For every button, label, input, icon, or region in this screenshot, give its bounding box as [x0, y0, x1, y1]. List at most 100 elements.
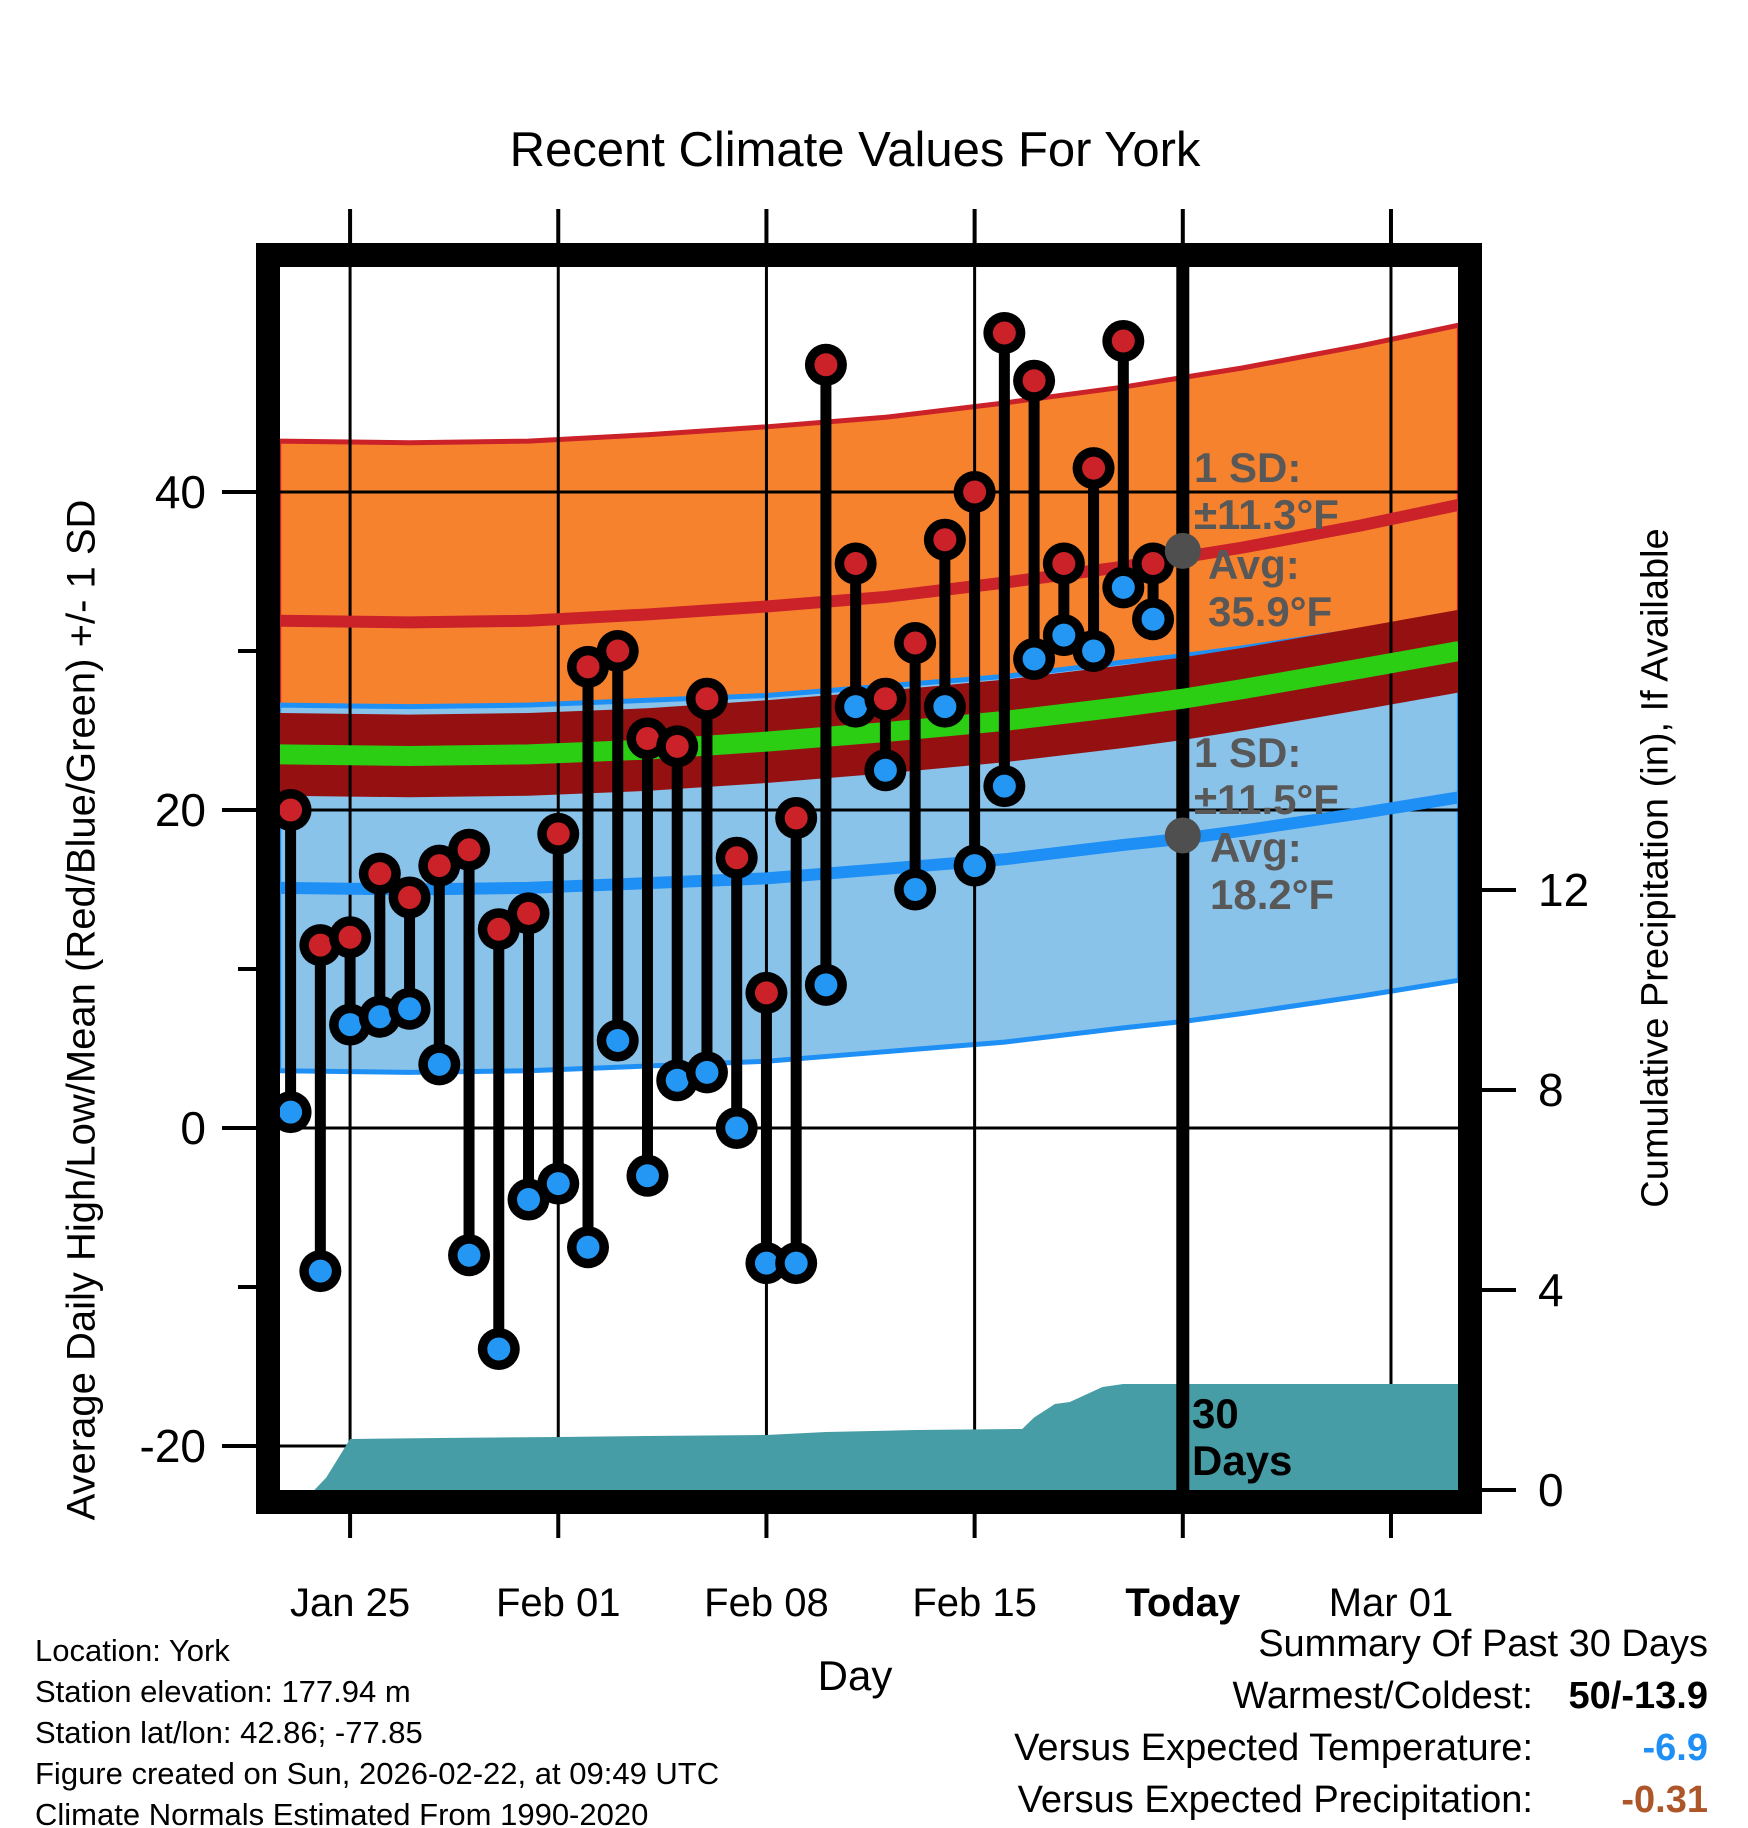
- high-dot: [576, 655, 600, 679]
- low-dot: [546, 1172, 570, 1196]
- low-dot: [398, 997, 422, 1021]
- y-left-tick-label: 20: [155, 784, 206, 836]
- high-dot: [1141, 552, 1165, 576]
- avg-low-marker: [1164, 817, 1201, 854]
- annotation-high-avg-value: 35.9°F: [1208, 588, 1333, 635]
- low-dot: [963, 854, 987, 878]
- low-dot: [784, 1251, 808, 1275]
- low-dot: [992, 774, 1016, 798]
- y-left-tick-label: -20: [140, 1420, 206, 1472]
- annotation-30-days: 30 Days: [1192, 1390, 1292, 1484]
- high-dot: [933, 528, 957, 552]
- y-right-tick-label: 12: [1538, 864, 1589, 916]
- low-dot: [457, 1243, 481, 1267]
- low-dot: [695, 1060, 719, 1084]
- low-dot: [368, 1005, 392, 1029]
- low-dot: [1111, 575, 1135, 599]
- figure-created-timestamp: Figure created on Sun, 2026-02-22, at 09…: [35, 1756, 720, 1791]
- high-dot: [1022, 369, 1046, 393]
- high-dot: [546, 822, 570, 846]
- avg-high-marker: [1164, 532, 1201, 569]
- climate-normals-period: Climate Normals Estimated From 1990-2020: [35, 1797, 649, 1828]
- summary-row-vs-temperature: Versus Expected Temperature: -6.9: [1014, 1722, 1708, 1774]
- summary-label: Versus Expected Precipitation:: [1017, 1779, 1533, 1821]
- low-dot: [665, 1068, 689, 1092]
- high-dot: [338, 925, 362, 949]
- x-tick-label: Feb 15: [912, 1581, 1037, 1625]
- cumulative-precip-area: [314, 1384, 1458, 1490]
- high-dot: [487, 917, 511, 941]
- low-dot: [606, 1029, 630, 1053]
- high-dot: [784, 806, 808, 830]
- low-dot: [427, 1052, 451, 1076]
- annotation-high-avg-label: Avg:: [1208, 541, 1300, 588]
- y-right-tick-label: 4: [1538, 1264, 1564, 1316]
- high-dot: [665, 734, 689, 758]
- annotation-low-avg-value: 18.2°F: [1210, 871, 1335, 918]
- low-dot: [1082, 639, 1106, 663]
- high-dot: [992, 321, 1016, 345]
- low-dot: [487, 1337, 511, 1361]
- summary-row-vs-precipitation: Versus Expected Precipitation: -0.31: [1014, 1774, 1708, 1826]
- summary-label: Versus Expected Temperature:: [1014, 1727, 1533, 1769]
- low-dot: [754, 1251, 778, 1275]
- annotation-low-sd-label: 1 SD:: [1194, 729, 1302, 776]
- summary-value: 50/-13.9: [1568, 1675, 1708, 1717]
- low-dot: [933, 695, 957, 719]
- avg-low-line: [280, 791, 1458, 896]
- station-location: Location: York: [35, 1633, 230, 1668]
- low-dot: [725, 1116, 749, 1140]
- y-right-tick-label: 0: [1538, 1464, 1564, 1516]
- x-tick-label: Today: [1125, 1581, 1241, 1625]
- station-lat-lon: Station lat/lon: 42.86; -77.85: [35, 1715, 423, 1750]
- annotation-30-days-line2: Days: [1192, 1437, 1293, 1484]
- annotation-low-sd: 1 SD: ±11.5°F: [1194, 729, 1339, 823]
- low-dot: [635, 1164, 659, 1188]
- summary-value: -6.9: [1642, 1727, 1708, 1769]
- annotation-30-days-line1: 30: [1192, 1390, 1239, 1437]
- high-dot: [1111, 329, 1135, 353]
- y-axis-label-right: Cumulative Precipitation (in), If Availa…: [1634, 528, 1677, 1208]
- annotation-high-sd: 1 SD: ±11.3°F: [1194, 444, 1339, 538]
- high-dot: [279, 798, 303, 822]
- annotation-high-sd-label: 1 SD:: [1194, 444, 1302, 491]
- high-dot: [308, 933, 332, 957]
- precip-layer: [314, 1384, 1458, 1490]
- x-tick-label: Mar 01: [1329, 1581, 1454, 1625]
- high-dot: [427, 854, 451, 878]
- high-dot: [903, 631, 927, 655]
- x-tick-label: Feb 01: [496, 1581, 621, 1625]
- high-dot: [1082, 456, 1106, 480]
- y-right-tick-label: 8: [1538, 1064, 1564, 1116]
- summary-value: -0.31: [1621, 1779, 1708, 1821]
- high-dot: [725, 846, 749, 870]
- high-dot: [457, 838, 481, 862]
- high-dot: [754, 981, 778, 1005]
- low-dot: [903, 878, 927, 901]
- station-elevation: Station elevation: 177.94 m: [35, 1674, 411, 1709]
- low-dot: [576, 1235, 600, 1259]
- low-dot: [844, 695, 868, 719]
- high-dot: [635, 726, 659, 750]
- annotation-high-avg: Avg: 35.9°F: [1208, 541, 1332, 635]
- high-dot: [517, 901, 541, 925]
- summary-past-30-days: Summary Of Past 30 Days Warmest/Coldest:…: [1014, 1618, 1708, 1826]
- high-dot: [368, 862, 392, 886]
- high-dot: [844, 552, 868, 576]
- annotation-low-sd-value: ±11.5°F: [1194, 776, 1339, 823]
- summary-header: Summary Of Past 30 Days: [1258, 1623, 1708, 1665]
- low-dot: [308, 1259, 332, 1283]
- station-metadata: Location: York Station elevation: 177.94…: [35, 1630, 719, 1828]
- annotation-high-sd-value: ±11.3°F: [1194, 491, 1339, 538]
- y-axis-label-left: Average Daily High/Low/Mean (Red/Blue/Gr…: [59, 499, 104, 1521]
- high-dot: [963, 480, 987, 504]
- high-dot: [1052, 552, 1076, 576]
- x-tick-label: Feb 08: [704, 1581, 829, 1625]
- low-dot: [1141, 607, 1165, 631]
- summary-label: Warmest/Coldest:: [1232, 1675, 1533, 1717]
- low-dot: [814, 973, 838, 997]
- x-tick-label: Jan 25: [290, 1581, 410, 1625]
- low-dot: [517, 1188, 541, 1212]
